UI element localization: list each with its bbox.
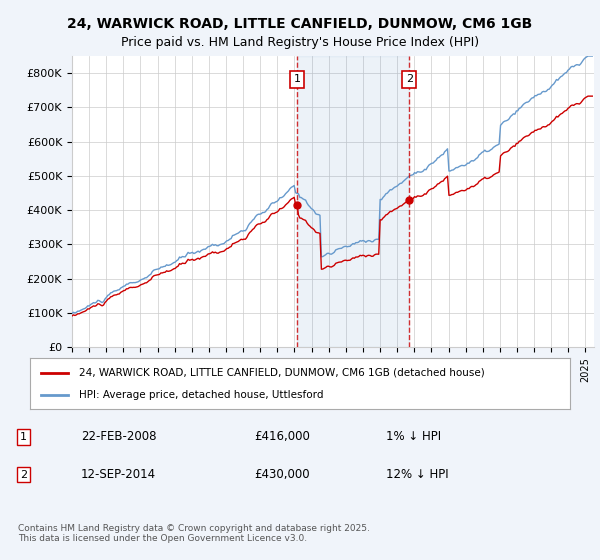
Text: Price paid vs. HM Land Registry's House Price Index (HPI): Price paid vs. HM Land Registry's House …	[121, 36, 479, 49]
Text: 1: 1	[20, 432, 27, 442]
Text: HPI: Average price, detached house, Uttlesford: HPI: Average price, detached house, Uttl…	[79, 390, 323, 400]
Text: 24, WARWICK ROAD, LITTLE CANFIELD, DUNMOW, CM6 1GB (detached house): 24, WARWICK ROAD, LITTLE CANFIELD, DUNMO…	[79, 367, 484, 377]
Text: £416,000: £416,000	[254, 430, 310, 444]
Text: 24, WARWICK ROAD, LITTLE CANFIELD, DUNMOW, CM6 1GB: 24, WARWICK ROAD, LITTLE CANFIELD, DUNMO…	[67, 17, 533, 31]
Text: 1: 1	[293, 74, 301, 85]
Text: 1% ↓ HPI: 1% ↓ HPI	[386, 430, 442, 444]
Text: £430,000: £430,000	[254, 468, 310, 481]
Text: Contains HM Land Registry data © Crown copyright and database right 2025.
This d: Contains HM Land Registry data © Crown c…	[18, 524, 370, 543]
Text: 2: 2	[20, 470, 27, 479]
Text: 12% ↓ HPI: 12% ↓ HPI	[386, 468, 449, 481]
Bar	[297, 56, 409, 347]
Text: 22-FEB-2008: 22-FEB-2008	[81, 430, 157, 444]
Text: 12-SEP-2014: 12-SEP-2014	[81, 468, 156, 481]
Text: 2: 2	[406, 74, 413, 85]
